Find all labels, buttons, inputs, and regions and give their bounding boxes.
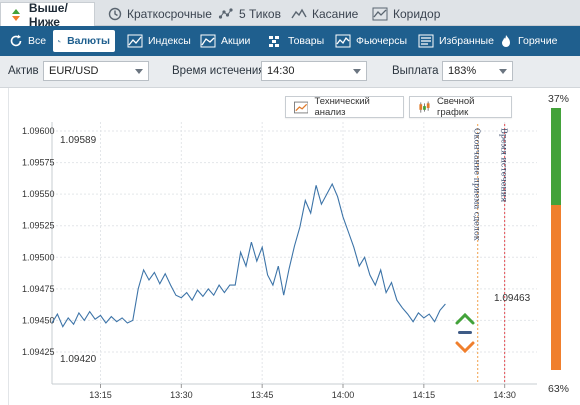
x-tick-label: 14:15 xyxy=(413,390,436,400)
category-all[interactable]: Все xyxy=(4,30,51,52)
candle-chart-button[interactable]: Свечной график xyxy=(409,96,512,118)
technical-analysis-button[interactable]: Технический анализ xyxy=(285,96,404,118)
category-favorites[interactable]: Избранные xyxy=(413,30,499,52)
flame-icon xyxy=(502,35,510,47)
svg-text:$: $ xyxy=(58,40,60,43)
y-tick-label: 1.09500 xyxy=(22,252,55,262)
vertical-marker-label: Окончание приема сделок xyxy=(473,128,482,241)
category-label: Все xyxy=(28,35,47,47)
category-label: Валюты xyxy=(67,35,110,47)
put-down-arrow-icon[interactable] xyxy=(455,341,475,354)
tab-label: Краткосрочные xyxy=(127,7,212,21)
y-tick-label: 1.09600 xyxy=(22,126,55,136)
chevron-down-icon xyxy=(353,69,361,74)
asset-category-bar: Все $ € Валюты Индексы Акции Товары Фьюче… xyxy=(0,26,580,56)
price-line-series xyxy=(51,182,446,328)
expiry-select[interactable]: 14:30 xyxy=(261,61,367,81)
y-tick-label: 1.09575 xyxy=(22,158,55,168)
trend-chart-icon xyxy=(294,101,309,113)
index-chart-icon xyxy=(127,34,143,48)
svg-text:€: € xyxy=(60,42,62,44)
favorites-icon xyxy=(418,34,434,48)
tab-label: Выше/Ниже xyxy=(28,1,68,29)
probability-down-label: 63% xyxy=(548,383,570,395)
vertical-marker-label: Время истечения xyxy=(500,128,509,202)
tab-high-low[interactable]: Выше/Ниже xyxy=(0,1,95,29)
trade-parameters-bar: Актив EUR/USD Время истечения 14:30 Выпл… xyxy=(0,56,580,88)
payout-select-value: 183% xyxy=(448,65,477,77)
category-hot[interactable]: Горячие xyxy=(494,30,562,52)
chevron-down-icon xyxy=(499,69,507,74)
asset-select-value: EUR/USD xyxy=(49,65,99,77)
category-label: Товары xyxy=(288,35,325,47)
tab-label: Касание xyxy=(312,7,359,21)
ticks-icon xyxy=(218,7,234,21)
up-down-arrows-icon xyxy=(9,8,24,22)
tab-short-term[interactable]: Краткосрочные xyxy=(100,2,212,26)
commodities-icon xyxy=(269,36,279,47)
probability-up-fill xyxy=(551,108,561,205)
tab-range[interactable]: Коридор xyxy=(364,2,444,26)
min-price-label: 1.09420 xyxy=(60,354,97,365)
expiry-select-value: 14:30 xyxy=(267,65,295,77)
tab-touch[interactable]: Касание xyxy=(283,2,363,26)
category-label: Избранные xyxy=(439,35,494,47)
touch-icon xyxy=(291,7,307,21)
tab-5-ticks[interactable]: 5 Тиков xyxy=(210,2,282,26)
category-label: Индексы xyxy=(148,35,191,47)
category-label: Горячие xyxy=(518,35,558,47)
current-price-label: 1.09463 xyxy=(494,293,531,304)
chevron-down-icon xyxy=(135,69,143,74)
clock-icon xyxy=(108,7,122,21)
tab-label: Коридор xyxy=(393,7,441,21)
category-commodities[interactable]: Товары xyxy=(262,30,329,52)
probability-bar xyxy=(551,108,561,370)
technical-analysis-label: Технический анализ xyxy=(314,96,370,118)
category-label: Акции xyxy=(221,35,251,47)
call-up-arrow-icon[interactable] xyxy=(455,312,475,325)
payout-select[interactable]: 183% xyxy=(442,61,513,81)
range-icon xyxy=(372,7,388,21)
probability-up-label: 37% xyxy=(548,93,570,105)
expiry-label: Время истечения xyxy=(172,65,265,77)
refresh-icon xyxy=(10,34,22,47)
x-tick-label: 13:30 xyxy=(170,390,193,400)
y-tick-label: 1.09550 xyxy=(22,189,55,199)
currency-icon: $ € xyxy=(58,40,62,44)
x-tick-label: 13:45 xyxy=(251,390,274,400)
y-tick-label: 1.09525 xyxy=(22,221,55,231)
product-tabs: Выше/Ниже Краткосрочные 5 Тиков Касание … xyxy=(0,0,580,29)
x-tick-label: 14:00 xyxy=(332,390,355,400)
payout-label: Выплата xyxy=(392,65,439,77)
category-label: Фьючерсы xyxy=(356,35,408,47)
asset-label: Актив xyxy=(8,65,39,77)
y-tick-label: 1.09475 xyxy=(22,284,55,294)
candlestick-icon xyxy=(419,100,430,113)
category-stocks[interactable]: Акции xyxy=(195,30,255,52)
category-indices[interactable]: Индексы xyxy=(122,30,196,52)
category-currencies[interactable]: $ € Валюты xyxy=(53,30,115,52)
tab-label: 5 Тиков xyxy=(239,7,281,21)
x-tick-label: 13:15 xyxy=(89,390,112,400)
category-futures[interactable]: Фьючерсы xyxy=(330,30,412,52)
stocks-chart-icon xyxy=(200,34,216,48)
max-price-label: 1.09589 xyxy=(60,135,97,146)
asset-select[interactable]: EUR/USD xyxy=(43,61,149,81)
y-tick-label: 1.09450 xyxy=(22,315,55,325)
y-tick-label: 1.09425 xyxy=(22,347,55,357)
candle-chart-label: Свечной график xyxy=(436,96,475,118)
current-price-marker xyxy=(458,331,472,334)
x-tick-label: 14:30 xyxy=(493,390,516,400)
futures-icon xyxy=(335,34,351,48)
